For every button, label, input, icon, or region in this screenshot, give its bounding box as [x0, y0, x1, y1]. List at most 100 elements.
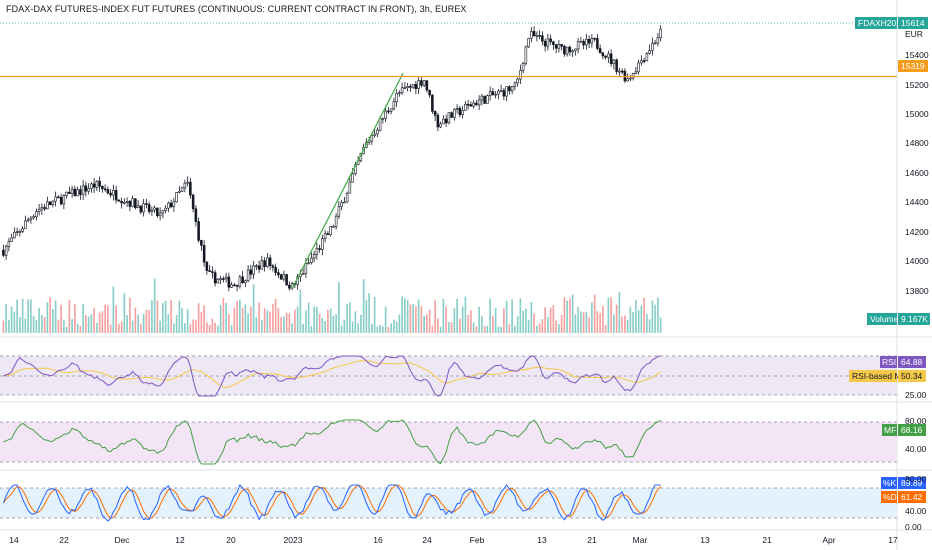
- volume-bar: [613, 314, 615, 333]
- volume-bar: [211, 318, 214, 333]
- volume-bar: [244, 304, 247, 333]
- stoch-tick: 40.00: [905, 506, 927, 516]
- candle-body: [483, 95, 486, 104]
- candle-body: [10, 237, 13, 242]
- candle-body: [249, 269, 253, 275]
- price-axis-currency: EUR: [905, 29, 923, 39]
- candle-body: [178, 190, 181, 193]
- stoch-tick: 80.00: [905, 474, 927, 484]
- volume-bar: [659, 317, 662, 333]
- trend-line[interactable]: [291, 73, 404, 290]
- candle-body: [439, 123, 442, 128]
- volume-bar: [283, 316, 285, 333]
- volume-bar: [255, 317, 258, 333]
- time-tick: 2023: [284, 535, 303, 545]
- candle-body: [268, 257, 272, 266]
- candle-body: [95, 180, 99, 188]
- volume-bar: [580, 311, 582, 333]
- candle-body: [7, 241, 11, 247]
- volume-bar: [252, 284, 255, 333]
- volume-bar: [596, 311, 599, 333]
- candle-body: [508, 86, 511, 92]
- volume-bar: [16, 299, 18, 333]
- volume-label-badge: [867, 313, 897, 325]
- candle-body: [519, 70, 522, 80]
- volume-bar: [464, 296, 467, 333]
- candle-body: [648, 50, 651, 54]
- volume-bar: [153, 278, 156, 333]
- rsi-value: 64.88: [901, 357, 923, 367]
- volume-bar: [294, 309, 296, 333]
- candle-body: [194, 208, 198, 222]
- volume-bar: [162, 302, 164, 333]
- volume-bar: [406, 300, 409, 333]
- candle-body: [387, 110, 390, 113]
- candle-body: [576, 41, 580, 50]
- candle-body: [87, 188, 90, 192]
- volume-bar: [417, 299, 420, 333]
- volume-bar: [32, 316, 35, 333]
- stoch-tick: 0.00: [905, 522, 922, 532]
- candle-body: [329, 226, 332, 235]
- rsi-ma-line: [3, 360, 661, 388]
- volume-bar: [505, 300, 508, 333]
- candle-body: [458, 107, 462, 115]
- candle-body: [464, 103, 467, 111]
- candle-body: [436, 114, 440, 128]
- rsi-ma-value: 50.34: [901, 371, 923, 381]
- candle-body: [472, 102, 475, 107]
- volume-bar: [519, 298, 522, 333]
- candle-body: [172, 201, 176, 208]
- volume-bar: [2, 320, 5, 333]
- volume-bar: [648, 319, 651, 333]
- candle-body: [310, 257, 313, 264]
- candle-body: [593, 37, 596, 40]
- volume-bar: [258, 302, 260, 333]
- volume-bar: [126, 315, 128, 333]
- volume-bar: [302, 323, 304, 333]
- volume-bar: [643, 297, 645, 333]
- price-tick: 14000: [905, 256, 929, 266]
- volume-bar: [379, 324, 381, 333]
- volume-bar: [214, 322, 216, 333]
- volume-bar: [173, 323, 175, 333]
- candle-body: [348, 181, 352, 194]
- d-value: 61.42: [901, 492, 923, 502]
- volume-bar: [280, 316, 282, 333]
- candle-body: [343, 201, 346, 204]
- candle-body: [351, 173, 354, 183]
- symbol-badge: [855, 17, 897, 29]
- volume-bar: [296, 306, 299, 333]
- candle-body: [186, 181, 189, 184]
- candle-body: [15, 231, 19, 233]
- candle-body: [645, 53, 649, 62]
- volume-bar: [10, 306, 13, 333]
- candle-body: [252, 265, 255, 275]
- candle-body: [400, 87, 404, 94]
- candle-body: [260, 260, 264, 270]
- candle-body: [235, 284, 239, 287]
- candle-body: [189, 181, 192, 196]
- rsi-lines: [3, 355, 661, 397]
- stoch-k-line: [2, 484, 661, 522]
- volume-bar: [101, 311, 104, 333]
- candle-body: [513, 82, 517, 87]
- volume-bar: [390, 323, 392, 333]
- volume-bar: [637, 310, 640, 333]
- volume-bar: [57, 319, 60, 333]
- time-axis[interactable]: 14 22 Dec 12 20 2023 16 24 Feb 13 21 Mar 13 21 Apr 17: [9, 535, 898, 545]
- candle-body: [161, 210, 165, 214]
- volume-bar: [354, 311, 357, 333]
- volume-bar: [472, 322, 475, 333]
- volume-bar: [615, 304, 618, 333]
- volume-bar: [618, 292, 621, 333]
- volume-bar: [530, 301, 533, 333]
- volume-bar: [43, 317, 46, 333]
- candle-body: [142, 203, 145, 213]
- volume-bar: [98, 312, 101, 333]
- time-tick: Feb: [470, 535, 485, 545]
- volume-bar: [629, 306, 632, 333]
- candle-body: [340, 202, 343, 207]
- candle-body: [224, 276, 228, 280]
